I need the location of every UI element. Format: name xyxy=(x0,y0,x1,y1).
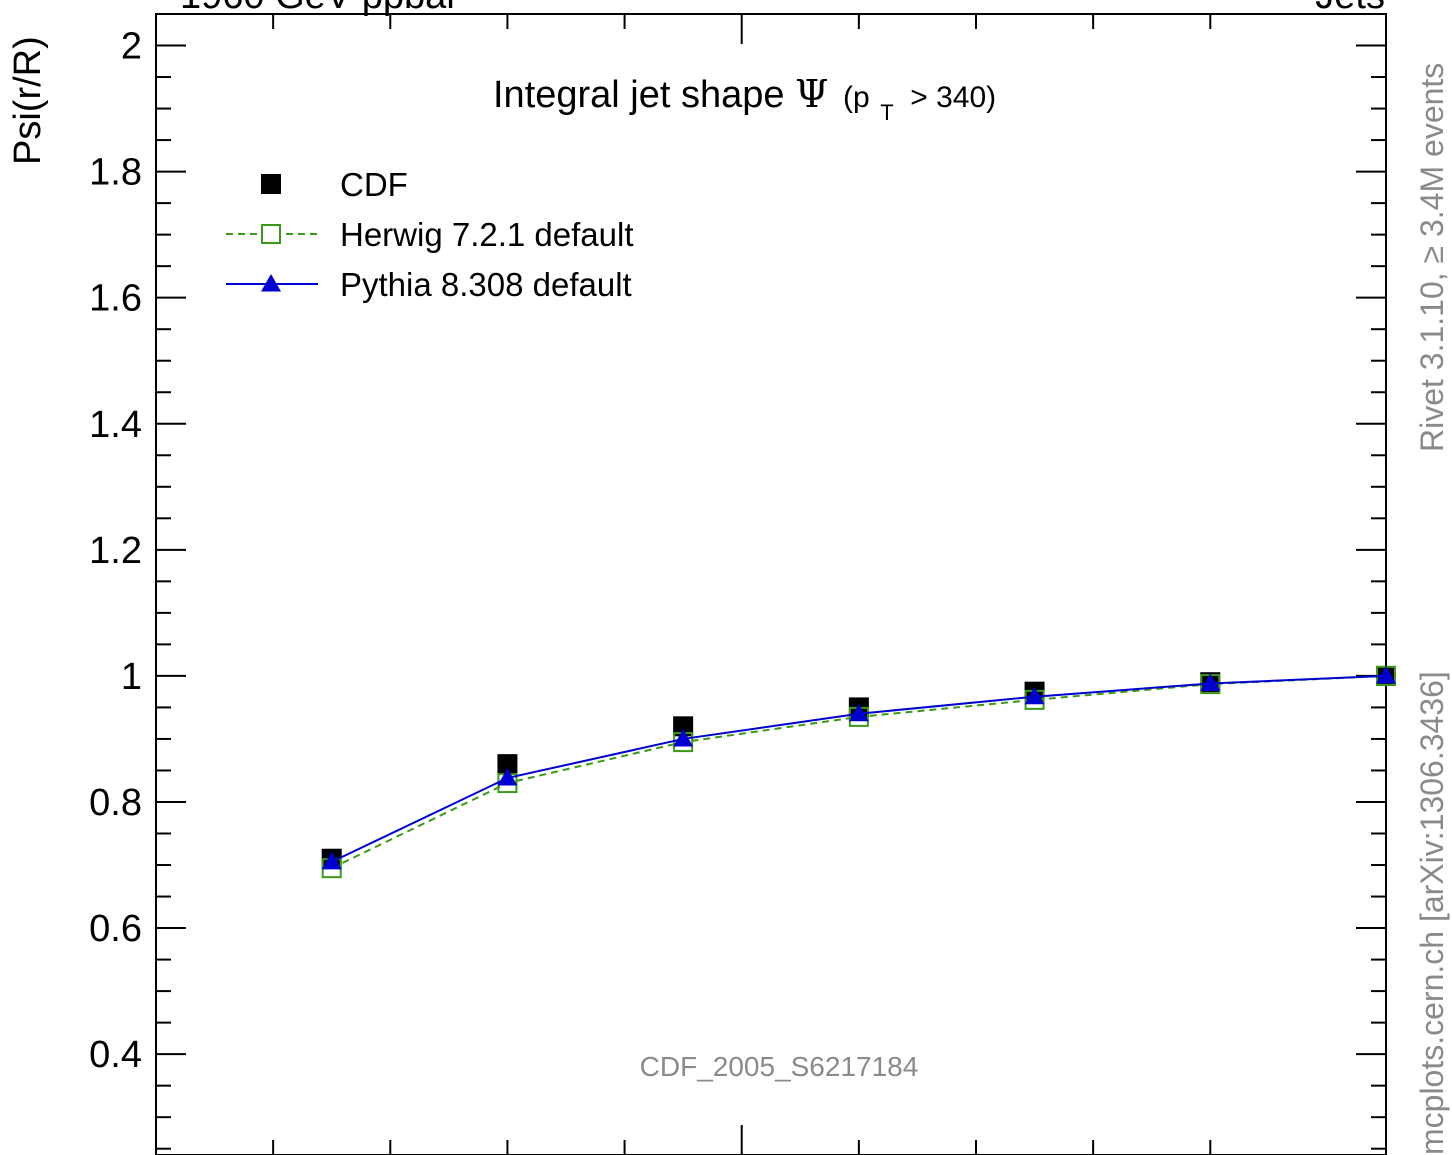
pythia-point xyxy=(497,768,518,786)
legend: CDF Herwig 7.2.1 default Pythia 8.308 defa… xyxy=(226,166,634,303)
cdf-point xyxy=(497,754,518,775)
chart-title-cut-suffix: > 340) xyxy=(910,81,996,114)
y-tick-label: 1 xyxy=(121,656,142,698)
chart-title-text: Integral jet shape xyxy=(493,74,785,116)
header-right: Jets xyxy=(1315,0,1385,17)
pythia-point xyxy=(1200,673,1221,691)
y-tick-labels: 0.4 0.6 0.8 1 1.2 1.4 1.6 1.8 2 xyxy=(89,26,142,1077)
legend-herwig-marker xyxy=(261,224,281,244)
y-tick-label: 1.2 xyxy=(89,530,142,572)
legend-cdf-marker xyxy=(261,174,281,194)
series-layer xyxy=(321,665,1396,879)
pythia-point xyxy=(848,703,869,722)
pythia-point xyxy=(1024,686,1045,705)
legend-label: Herwig 7.2.1 default xyxy=(340,216,634,253)
pythia-point xyxy=(1376,665,1396,684)
plot-frame xyxy=(155,13,1387,1155)
y-tick-label: 1.8 xyxy=(89,152,142,194)
y-tick-label: 1.6 xyxy=(89,278,142,320)
chart-title-cut-sub: T xyxy=(880,100,893,125)
header-left: 1960 GeV ppbar xyxy=(180,0,459,17)
y-tick-label: 0.6 xyxy=(89,908,142,950)
legend-pythia-marker xyxy=(261,274,281,292)
legend-label: Pythia 8.308 default xyxy=(340,266,632,303)
y-tick-label: 1.4 xyxy=(89,404,142,446)
chart-title-symbol: Ψ xyxy=(795,72,828,116)
y-tick-label: 0.4 xyxy=(89,1034,142,1076)
legend-label: CDF xyxy=(340,166,408,203)
cdf-point xyxy=(673,716,694,737)
y-axis-label: Psi(r/R) xyxy=(7,36,49,165)
mcplots-label: mcplots.cern.ch [arXiv:1306.3436] xyxy=(1414,671,1450,1155)
analysis-watermark: CDF_2005_S6217184 xyxy=(640,1051,919,1082)
chart-title: Integral jet shape Ψ (p T > 340) xyxy=(493,72,996,129)
chart-title-cut-prefix: (p xyxy=(843,81,870,114)
y-tick-label: 0.8 xyxy=(89,782,142,824)
pythia-point xyxy=(673,728,694,747)
pythia-point xyxy=(321,851,342,870)
axis-ticks xyxy=(156,13,1386,1155)
y-tick-label: 2 xyxy=(121,26,142,68)
rivet-label: Rivet 3.1.10, ≥ 3.4M events xyxy=(1414,63,1450,452)
